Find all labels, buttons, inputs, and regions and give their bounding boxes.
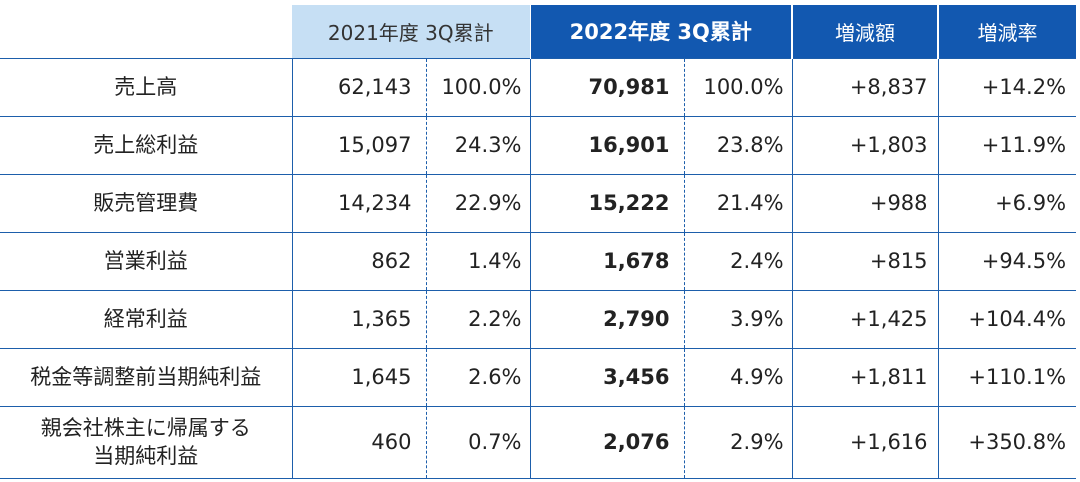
row-label: 売上総利益 <box>0 115 292 174</box>
table-body: 売上高 62,143 100.0% 70,981 100.0% +8,837 +14.2% 売… <box>0 57 1077 479</box>
value-2022: 3,456 <box>529 347 685 406</box>
value-2021: 1,365 <box>291 289 426 348</box>
diff-value: +1,811 <box>791 347 939 406</box>
table-row: 親会社株主に帰属する 当期純利益 460 0.7% 2,076 2.9% +1,616 +35… <box>0 405 1077 479</box>
value-2021: 862 <box>291 231 426 290</box>
rate-value: +110.1% <box>937 347 1077 406</box>
table-row: 税金等調整前当期純利益 1,645 2.6% 3,456 4.9% +1,811 +110.… <box>0 347 1077 406</box>
ratio-2021: 1.4% <box>425 231 531 290</box>
row-label: 親会社株主に帰属する 当期純利益 <box>0 405 292 479</box>
diff-value: +815 <box>791 231 939 290</box>
diff-value: +1,616 <box>791 405 939 479</box>
row-label-line: 売上総利益 <box>93 133 199 157</box>
ratio-2022: 2.9% <box>683 405 793 479</box>
rate-value: +6.9% <box>937 173 1077 232</box>
row-label-line: 経常利益 <box>103 307 188 331</box>
row-label: 経常利益 <box>0 289 292 348</box>
ratio-2022: 23.8% <box>683 115 793 174</box>
ratio-2022: 21.4% <box>683 173 793 232</box>
value-2021: 15,097 <box>291 115 426 174</box>
row-label: 販売管理費 <box>0 173 292 232</box>
row-label-line: 当期純利益 <box>93 444 199 468</box>
diff-value: +1,803 <box>791 115 939 174</box>
value-2021: 460 <box>291 405 426 479</box>
value-2022: 2,076 <box>529 405 685 479</box>
value-2021: 14,234 <box>291 173 426 232</box>
header-fy2021: 2021年度 3Q累計 <box>292 5 531 58</box>
header-diff: 増減額 <box>792 5 940 58</box>
ratio-2021: 22.9% <box>425 173 531 232</box>
ratio-2021: 100.0% <box>425 57 531 116</box>
row-label: 税金等調整前当期純利益 <box>0 347 292 406</box>
value-2022: 70,981 <box>529 57 685 116</box>
table-header-row: 2021年度 3Q累計 2022年度 3Q累計 増減額 増減率 <box>0 5 1077 58</box>
row-label-line: 親会社株主に帰属する <box>40 416 251 440</box>
results-table: 2021年度 3Q累計 2022年度 3Q累計 増減額 増減率 売上高 62,14… <box>0 5 1077 479</box>
diff-value: +988 <box>791 173 939 232</box>
table-row: 販売管理費 14,234 22.9% 15,222 21.4% +988 +6.9% <box>0 173 1077 232</box>
ratio-2022: 2.4% <box>683 231 793 290</box>
row-label: 営業利益 <box>0 231 292 290</box>
row-label-line: 売上高 <box>114 75 178 99</box>
header-blank <box>0 5 292 58</box>
row-label-line: 営業利益 <box>103 249 188 273</box>
value-2022: 2,790 <box>529 289 685 348</box>
row-label-line: 販売管理費 <box>93 191 199 215</box>
ratio-2021: 2.2% <box>425 289 531 348</box>
rate-value: +14.2% <box>937 57 1077 116</box>
value-2021: 62,143 <box>291 57 426 116</box>
ratio-2022: 4.9% <box>683 347 793 406</box>
value-2022: 15,222 <box>529 173 685 232</box>
ratio-2022: 100.0% <box>683 57 793 116</box>
rate-value: +104.4% <box>937 289 1077 348</box>
rate-value: +94.5% <box>937 231 1077 290</box>
diff-value: +1,425 <box>791 289 939 348</box>
table-row: 売上高 62,143 100.0% 70,981 100.0% +8,837 +14.2% <box>0 57 1077 116</box>
value-2022: 16,901 <box>529 115 685 174</box>
table-row: 売上総利益 15,097 24.3% 16,901 23.8% +1,803 +11.9% <box>0 115 1077 174</box>
row-label-line: 税金等調整前当期純利益 <box>30 365 262 389</box>
rate-value: +350.8% <box>937 405 1077 479</box>
ratio-2021: 2.6% <box>425 347 531 406</box>
diff-value: +8,837 <box>791 57 939 116</box>
header-fy2022: 2022年度 3Q累計 <box>530 5 794 58</box>
ratio-2021: 24.3% <box>425 115 531 174</box>
table-row: 営業利益 862 1.4% 1,678 2.4% +815 +94.5% <box>0 231 1077 290</box>
value-2021: 1,645 <box>291 347 426 406</box>
ratio-2022: 3.9% <box>683 289 793 348</box>
table-row: 経常利益 1,365 2.2% 2,790 3.9% +1,425 +104.4% <box>0 289 1077 348</box>
ratio-2021: 0.7% <box>425 405 531 479</box>
value-2022: 1,678 <box>529 231 685 290</box>
rate-value: +11.9% <box>937 115 1077 174</box>
row-label: 売上高 <box>0 57 292 116</box>
header-rate: 増減率 <box>938 5 1077 58</box>
